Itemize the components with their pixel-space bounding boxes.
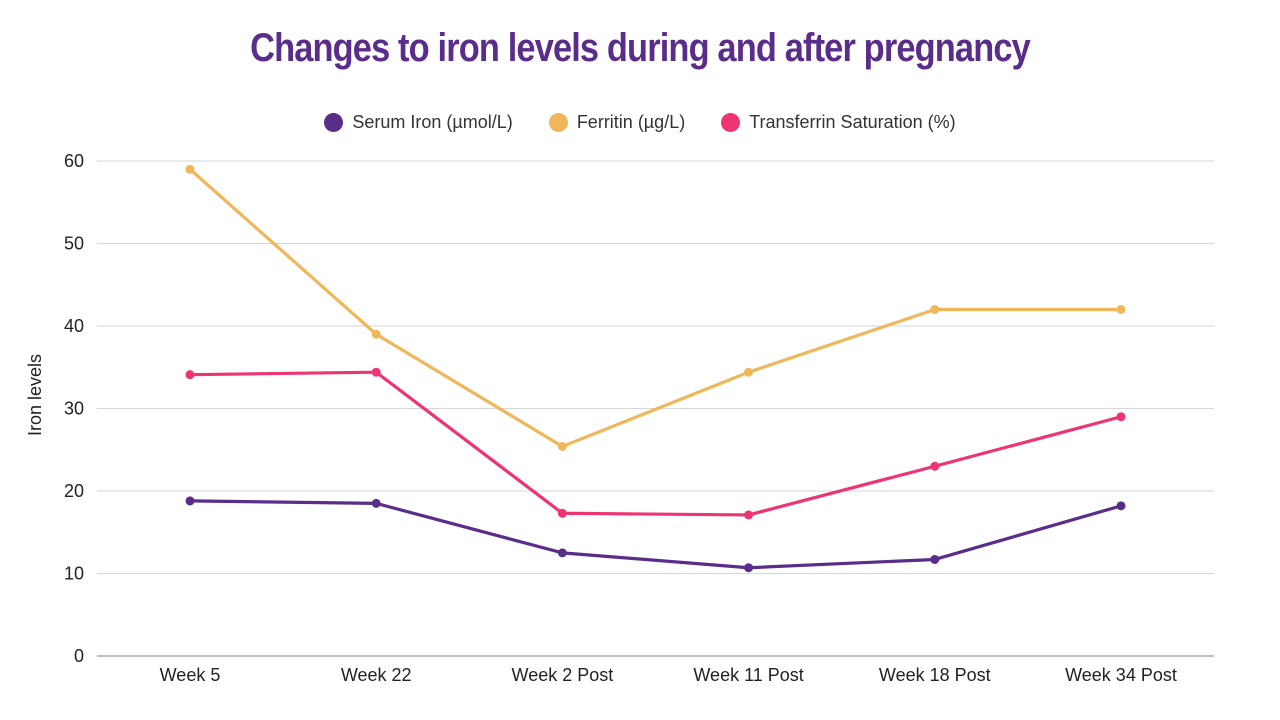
series-line [188, 370, 1123, 517]
y-tick-label: 0 [74, 646, 84, 666]
y-axis-ticks: 0 10 20 30 40 50 60 [64, 151, 84, 666]
data-point [930, 554, 940, 564]
legend-item-serum-iron: Serum Iron (µmol/L) [324, 112, 513, 133]
data-point [1116, 501, 1126, 511]
legend-marker-ferritin [548, 113, 568, 132]
x-tick-label: Week 22 [341, 665, 412, 685]
legend: Serum Iron (µmol/L) Ferritin (µg/L) Tran… [0, 112, 1280, 133]
chart-title: Changes to iron levels during and after … [250, 26, 1031, 70]
series-1 [185, 164, 1126, 451]
y-tick-label: 30 [64, 399, 84, 419]
data-point [1116, 305, 1126, 314]
series-2 [185, 367, 1126, 520]
data-point [371, 329, 381, 339]
data-point [930, 305, 940, 314]
data-point [744, 367, 754, 377]
legend-marker-transferrin-saturation [721, 113, 741, 132]
legend-label-transferrin-saturation: Transferrin Saturation (%) [749, 112, 956, 132]
data-point [557, 441, 567, 451]
y-tick-label: 60 [64, 151, 84, 171]
legend-item-ferritin: Ferritin (µg/L) [548, 112, 686, 133]
x-axis-ticks: Week 5 Week 22 Week 2 Post Week 11 Post Week… [160, 665, 1177, 685]
data-point [371, 498, 381, 508]
x-tick-label: Week 34 Post [1065, 665, 1177, 685]
y-tick-label: 10 [64, 564, 84, 584]
series-line [188, 167, 1123, 449]
data-point [744, 510, 754, 520]
x-tick-label: Week 5 [160, 665, 221, 685]
series-line [188, 499, 1123, 570]
y-tick-label: 20 [64, 481, 84, 501]
legend-item-transferrin-saturation: Transferrin Saturation (%) [721, 112, 956, 133]
legend-label-serum-iron: Serum Iron (µmol/L) [352, 112, 513, 132]
data-point [557, 508, 567, 518]
y-tick-label: 40 [64, 316, 84, 336]
data-point [557, 548, 567, 558]
legend-label-ferritin: Ferritin (µg/L) [576, 112, 686, 132]
data-point [930, 461, 940, 471]
data-point [185, 164, 195, 174]
x-tick-label: Week 11 Post [693, 665, 803, 685]
y-axis-label: Iron levels [25, 354, 45, 436]
data-point [744, 563, 754, 573]
data-point [371, 367, 381, 377]
data-point [1116, 412, 1126, 422]
x-tick-label: Week 18 Post [879, 665, 991, 685]
data-point [185, 496, 195, 506]
series-0 [185, 496, 1126, 573]
x-tick-label: Week 2 Post [512, 665, 614, 685]
y-tick-label: 50 [64, 234, 84, 254]
data-point [185, 370, 195, 380]
legend-marker-serum-iron [324, 113, 344, 132]
series-group [185, 164, 1126, 573]
